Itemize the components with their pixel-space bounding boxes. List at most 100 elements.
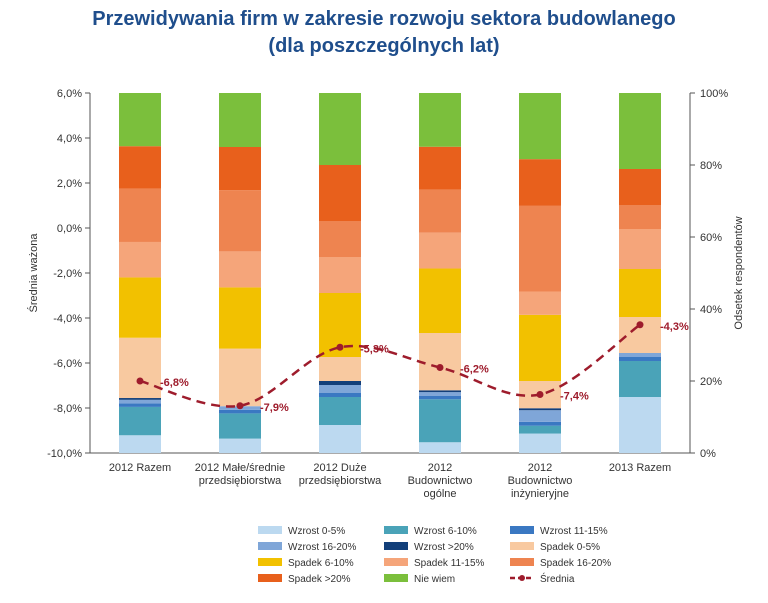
legend-swatch [258, 574, 282, 582]
bar-segment [119, 146, 161, 189]
bar-segment [219, 287, 261, 349]
bar-segment [119, 337, 161, 399]
bar-segment [519, 410, 561, 422]
x-tick-label-line: 2013 Razem [609, 462, 671, 474]
average-point [336, 343, 344, 351]
bar-segment [519, 314, 561, 381]
bar-segment [219, 348, 261, 407]
right-tick-label: 100% [700, 88, 728, 100]
legend-label: Wzrost 11-15% [540, 526, 608, 537]
left-tick-label: 0,0% [57, 223, 82, 235]
bar-segment [519, 159, 561, 206]
average-data-label: -6,2% [460, 364, 489, 376]
legend-swatch [510, 558, 534, 566]
legend-label: Spadek 6-10% [288, 558, 354, 569]
x-tick-label: 2012 Duże przedsiębiorstwa [299, 462, 382, 487]
legend-label: Nie wiem [414, 574, 455, 585]
bar-segment [419, 333, 461, 391]
bar-segment [519, 408, 561, 411]
bar-segment [319, 397, 361, 425]
bar-segment [519, 433, 561, 453]
bar-segment [119, 93, 161, 147]
legend-label: Wzrost 16-20% [288, 542, 356, 553]
bar-segment [619, 397, 661, 453]
legend-swatch [384, 558, 408, 566]
average-point [236, 402, 244, 410]
chart-subtitle: (dla poszczególnych lat) [268, 35, 500, 57]
x-tick-label-line: przedsiębiorstwa [199, 475, 282, 487]
bar-segment [319, 381, 361, 385]
x-tick-label-line: przedsiębiorstwa [299, 475, 382, 487]
bar-segment [319, 257, 361, 293]
y-axis-right-title: Odsetek respondentów [733, 216, 745, 329]
left-tick-label: 6,0% [57, 88, 82, 100]
bar-segment [119, 406, 161, 436]
bar-segment [119, 399, 161, 404]
x-tick-label-line: 2012 [428, 462, 452, 474]
bar-segment [119, 188, 161, 242]
left-tick-label: -10,0% [47, 448, 82, 460]
legend-swatch [510, 542, 534, 550]
bar-segment [519, 421, 561, 426]
bar-segment [519, 205, 561, 292]
legend-swatch [384, 526, 408, 534]
left-tick-label: -4,0% [53, 313, 82, 325]
average-data-label: -5,3% [360, 343, 389, 355]
bar-segment [419, 442, 461, 453]
bar-segment [619, 357, 661, 361]
x-tick-label-line: 2012 Razem [109, 462, 171, 474]
bar-segment [619, 229, 661, 269]
average-data-label: -4,3% [660, 321, 689, 333]
x-tick-label-line: ogólne [423, 488, 456, 500]
legend-swatch [258, 526, 282, 534]
chart-title: Przewidywania firm w zakresie rozwoju se… [92, 8, 676, 30]
average-point [536, 391, 544, 398]
bar-segment [619, 353, 661, 357]
x-tick-label-line: 2012 [528, 462, 552, 474]
average-line [139, 323, 641, 408]
bar-segment [319, 93, 361, 165]
bar-segment [619, 269, 661, 317]
left-tick-label: -8,0% [53, 403, 82, 415]
legend-label: Wzrost 0-5% [288, 526, 345, 537]
bar-segment [119, 398, 161, 400]
right-tick-label: 0% [700, 448, 716, 460]
bar-segment [319, 393, 361, 397]
legend-swatch [384, 542, 408, 550]
bar-segment [119, 403, 161, 407]
bar-segment [119, 241, 161, 278]
bar-segment [219, 251, 261, 288]
x-tick-label: 2012 Budownictwo inżynieryjne [508, 462, 573, 500]
left-tick-label: 2,0% [57, 178, 82, 190]
x-tick-label-line: 2012 Małe/średnie [195, 462, 286, 474]
bar-segment [119, 277, 161, 338]
x-tick-label: 2012 Budownictwo ogólne [408, 462, 473, 500]
left-tick-label: 4,0% [57, 133, 82, 145]
bar-segment [119, 435, 161, 453]
bar-segment [519, 93, 561, 160]
legend-label: Spadek >20% [288, 574, 351, 585]
average-data-label: -7,4% [560, 391, 589, 403]
average-data-label: -7,9% [260, 402, 289, 414]
y-axis-left-title: Średnia ważona [27, 233, 40, 313]
left-tick-label: -6,0% [53, 358, 82, 370]
x-tick-label: 2013 Razem [609, 462, 671, 474]
bar-segment [319, 425, 361, 453]
bar-segment [419, 232, 461, 269]
legend-swatch-marker [519, 575, 525, 581]
bar-segment [419, 392, 461, 396]
bar-segment [519, 291, 561, 315]
right-tick-label: 20% [700, 376, 722, 388]
bar-segment [619, 361, 661, 397]
bar-segment [219, 93, 261, 147]
bar-segment [619, 169, 661, 205]
legend-label: Wzrost 6-10% [414, 526, 477, 537]
bar-segment [519, 425, 561, 434]
bar-segment [619, 93, 661, 169]
right-tick-label: 80% [700, 160, 722, 172]
legend-label: Spadek 0-5% [540, 542, 600, 553]
bar-segment [219, 438, 261, 453]
bar-segment [219, 409, 261, 414]
left-tick-label: -2,0% [53, 268, 82, 280]
